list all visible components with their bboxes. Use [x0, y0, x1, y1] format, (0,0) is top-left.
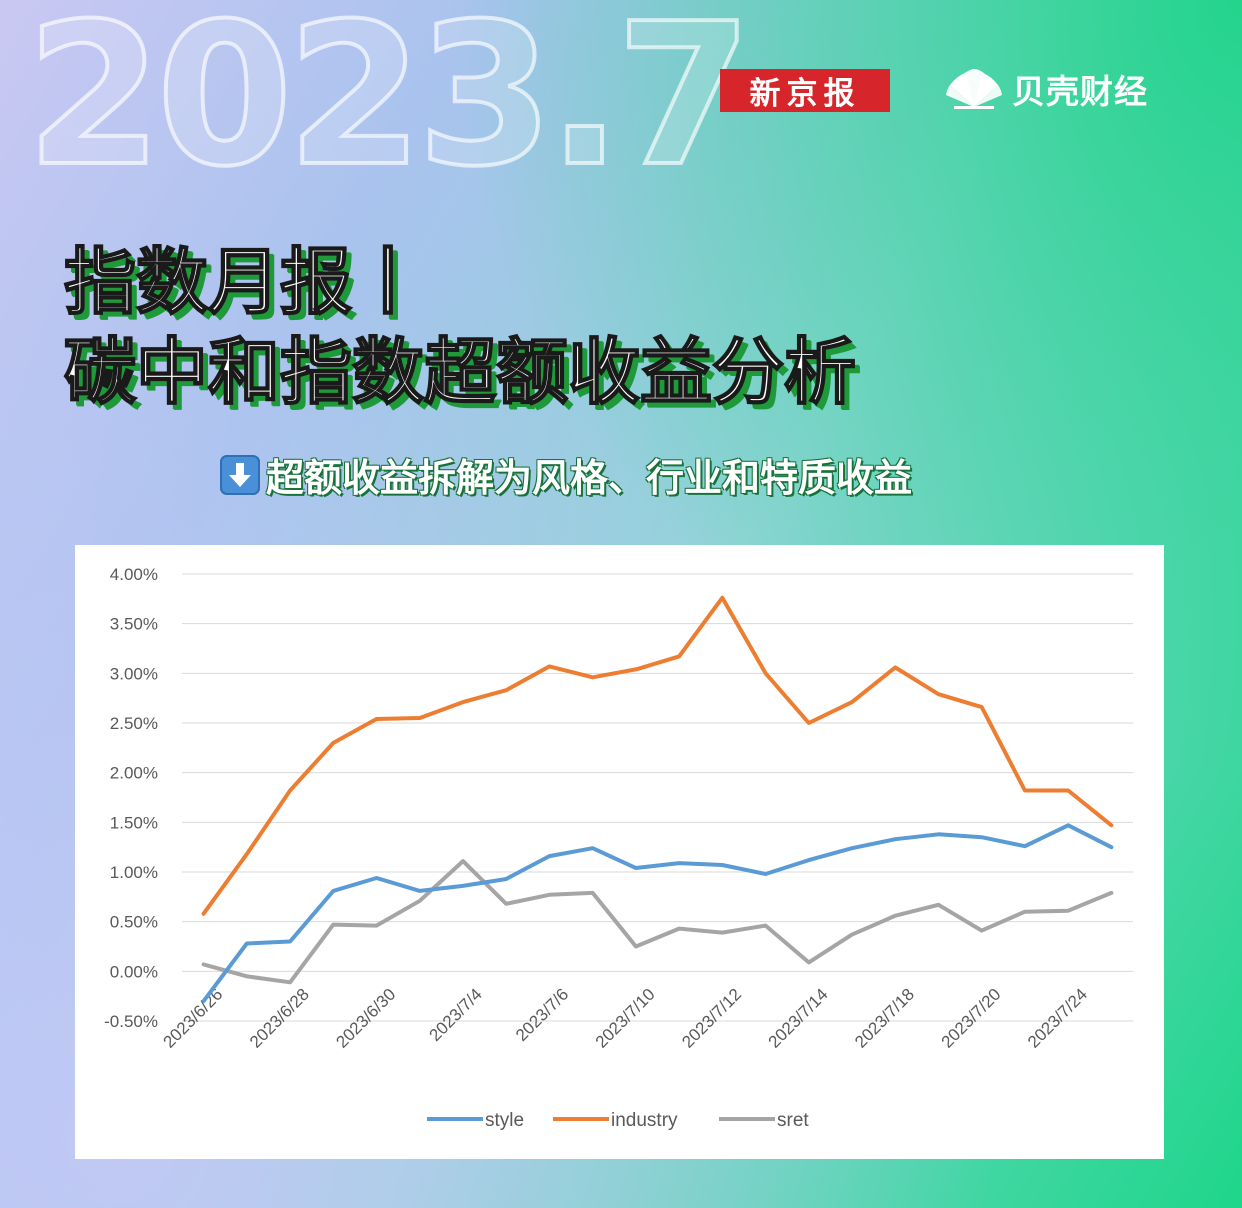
y-tick-label: 3.00%	[110, 664, 158, 683]
y-tick-label: 1.50%	[110, 813, 158, 832]
y-tick-label: 2.00%	[110, 764, 158, 783]
legend-label-sret: sret	[777, 1110, 809, 1131]
series-line-sret	[201, 859, 1114, 985]
title-line-1: 指数月报丨	[63, 240, 425, 324]
legend-label-style: style	[485, 1110, 524, 1131]
x-tick-label: 2023/7/20	[938, 985, 1005, 1052]
y-tick-label: 2.50%	[110, 714, 158, 733]
shell-icon	[946, 69, 1002, 109]
x-tick-label: 2023/7/14	[765, 985, 832, 1052]
title-line-2: 碳中和指数超额收益分析	[63, 330, 857, 414]
subtitle: 超额收益拆解为风格、行业和特质收益	[220, 447, 912, 502]
beike-finance-logo: 贝壳财经	[944, 64, 1148, 114]
x-tick-label: 2023/7/18	[851, 985, 918, 1052]
x-tick-label: 2023/6/30	[332, 985, 399, 1052]
subtitle-text: 超额收益拆解为风格、行业和特质收益	[266, 456, 913, 500]
x-tick-label: 2023/7/24	[1024, 985, 1091, 1052]
y-tick-label: 0.50%	[110, 913, 158, 932]
x-tick-label: 2023/6/26	[160, 985, 227, 1052]
x-tick-label: 2023/6/28	[246, 985, 313, 1052]
series-line-style	[201, 823, 1114, 1004]
y-tick-label: 3.50%	[110, 615, 158, 634]
beike-finance-logo-text: 贝壳财经	[1012, 72, 1148, 111]
xinjingbao-logo: 新京报	[720, 69, 890, 112]
down-arrow-icon	[220, 454, 260, 495]
line-chart: 4.00% 3.50% 3.00% 2.50% 2.00% 1.50% 1.00% 0.50%…	[104, 565, 1133, 1131]
x-tick-label: 2023/7/10	[592, 985, 659, 1052]
y-tick-label: 1.00%	[110, 863, 158, 882]
x-tick-label: 2023/7/12	[678, 985, 745, 1052]
x-tick-label: 2023/7/4	[426, 985, 486, 1045]
y-tick-label: -0.50%	[104, 1012, 158, 1031]
x-tick-label: 2023/7/6	[512, 985, 572, 1045]
year-month-watermark: 2023.7	[24, 0, 754, 210]
legend-label-industry: industry	[611, 1110, 678, 1131]
chart-card: 4.00% 3.50% 3.00% 2.50% 2.00% 1.50% 1.00% 0.50%…	[75, 545, 1164, 1159]
series-line-industry	[201, 595, 1114, 916]
y-tick-label: 4.00%	[110, 565, 158, 584]
y-tick-label: 0.00%	[110, 962, 158, 981]
